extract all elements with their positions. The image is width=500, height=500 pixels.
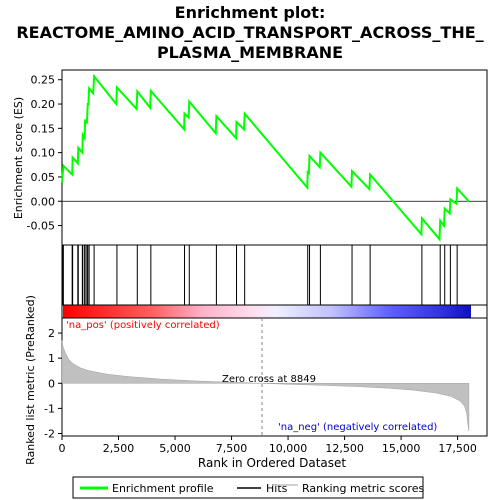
- x-tick-label: 2,500: [103, 442, 135, 455]
- es-y-tick-label: 0.10: [31, 147, 56, 160]
- title-line-2: REACTOME_AMINO_ACID_TRANSPORT_ACROSS_THE…: [16, 23, 483, 42]
- x-tick-label: 15,000: [382, 442, 421, 455]
- x-tick-label: 0: [59, 442, 66, 455]
- hits-panel: [61, 244, 488, 306]
- metric-panel: -2 -1 0 1 2 0 2,500 5,000 7,500 10,000 12,500 15,0…: [24, 295, 488, 470]
- x-tick-label: 12,500: [325, 442, 364, 455]
- es-y-tick-label: -0.05: [27, 220, 55, 233]
- x-axis-label: Rank in Ordered Dataset: [198, 456, 346, 470]
- metric-y-axis-label: Ranked list metric (PreRanked): [24, 295, 37, 465]
- es-y-tick-label: 0.05: [31, 171, 56, 184]
- legend: Enrichment profile Hits Ranking metric s…: [72, 476, 424, 499]
- es-y-tick-label: 0.25: [31, 74, 56, 87]
- rank-color-bar: [61, 304, 488, 319]
- x-tick-label: 17,500: [438, 442, 477, 455]
- legend-enrichment-label: Enrichment profile: [112, 482, 214, 495]
- title-line-3: PLASMA_MEMBRANE: [157, 43, 343, 62]
- es-y-axis-label: Enrichment score (ES): [12, 97, 25, 219]
- metric-y-tick-label: -2: [44, 427, 55, 440]
- es-y-tick-label: 0.00: [31, 195, 56, 208]
- pos-correlated-label: 'na_pos' (positively correlated): [66, 320, 220, 331]
- chart-title: Enrichment plot: REACTOME_AMINO_ACID_TRA…: [16, 3, 483, 62]
- metric-y-tick-label: 0: [48, 377, 55, 390]
- legend-metric-label: Ranking metric scores: [302, 482, 424, 495]
- es-panel-frame: [61, 69, 488, 246]
- es-y-tick-label: 0.15: [31, 122, 56, 135]
- title-line-1: Enrichment plot:: [175, 3, 326, 22]
- es-panel: -0.05 0.00 0.05 0.10 0.15 0.20 0.25 Enrichment…: [12, 69, 488, 246]
- neg-correlated-label: 'na_neg' (negatively correlated): [278, 422, 437, 433]
- x-tick-label: 5,000: [159, 442, 191, 455]
- es-y-tick-label: 0.20: [31, 98, 56, 111]
- zero-cross-label: Zero cross at 8849: [222, 374, 316, 385]
- metric-y-tick-label: -1: [44, 402, 55, 415]
- legend-hits-label: Hits: [266, 482, 288, 495]
- rank-gradient: [63, 305, 471, 318]
- hits-panel-frame: [61, 244, 488, 306]
- ranking-metric-area: [61, 340, 470, 432]
- x-tick-label: 10,000: [269, 442, 308, 455]
- metric-y-tick-label: 2: [48, 327, 55, 340]
- enrichment-profile-line: [61, 73, 470, 242]
- metric-y-tick-label: 1: [48, 352, 55, 365]
- x-tick-label: 7,500: [216, 442, 248, 455]
